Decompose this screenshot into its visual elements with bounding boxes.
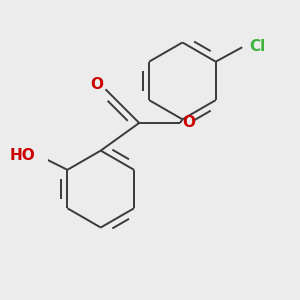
Text: HO: HO — [9, 148, 35, 163]
Text: O: O — [182, 116, 195, 130]
Text: O: O — [91, 77, 103, 92]
Text: Cl: Cl — [249, 38, 266, 53]
